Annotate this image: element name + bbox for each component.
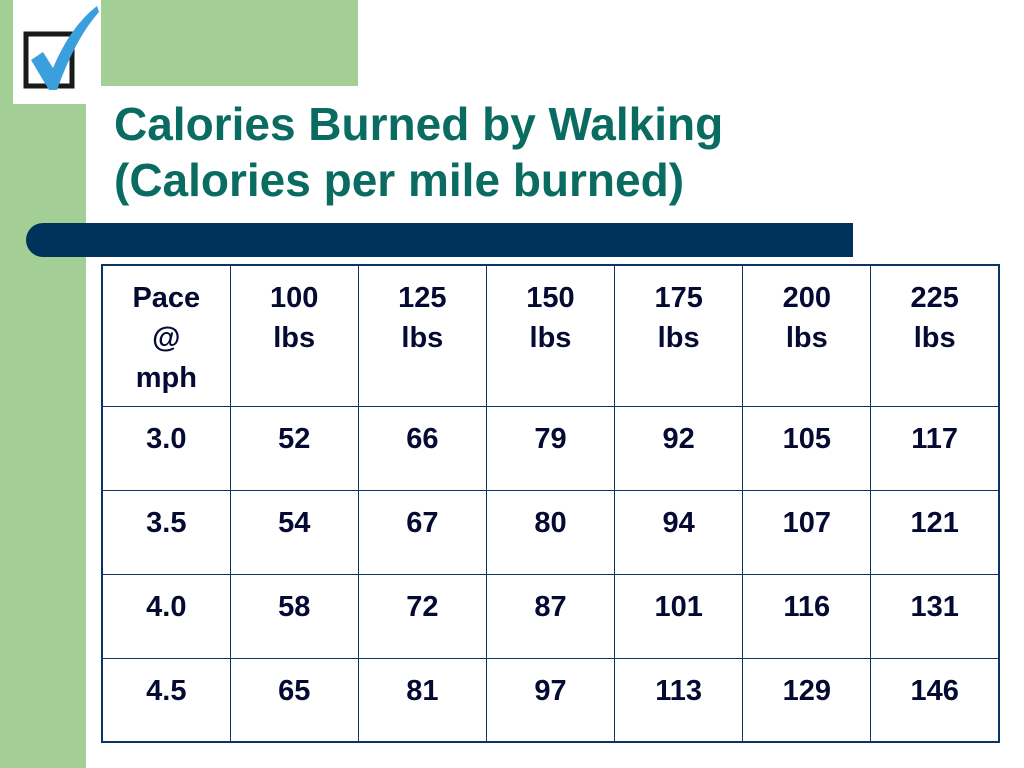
calorie-cell: 66 xyxy=(357,405,487,491)
header-pace-line2: @ xyxy=(152,322,181,354)
logo xyxy=(13,0,101,104)
calorie-cell: 113 xyxy=(614,657,744,743)
calories-table: Pace @ mph 100 lbs 125 lbs 150 lbs 175 l… xyxy=(101,264,1000,743)
header-weight: 150 xyxy=(526,282,575,314)
header-125-lbs: 125 lbs xyxy=(357,264,487,407)
header-pace-line3: mph xyxy=(135,362,197,394)
header-175-lbs: 175 lbs xyxy=(614,264,744,407)
pace-cell: 4.0 xyxy=(101,573,231,659)
table-row: 4.5 65 81 97 113 129 146 xyxy=(101,657,1000,743)
title-line-1: Calories Burned by Walking xyxy=(114,98,724,150)
calorie-cell: 65 xyxy=(229,657,359,743)
content-corner xyxy=(86,86,358,206)
header-weight: 100 xyxy=(270,282,319,314)
header-unit: lbs xyxy=(913,322,956,354)
calorie-cell: 79 xyxy=(485,405,616,491)
calorie-cell: 94 xyxy=(614,489,744,575)
calorie-cell: 116 xyxy=(742,573,872,659)
calorie-cell: 129 xyxy=(742,657,872,743)
calorie-cell: 97 xyxy=(485,657,616,743)
header-100-lbs: 100 lbs xyxy=(229,264,359,407)
header-unit: lbs xyxy=(529,322,572,354)
pace-cell: 3.5 xyxy=(101,489,231,575)
calorie-cell: 117 xyxy=(870,405,1000,491)
header-unit: lbs xyxy=(273,322,316,354)
green-accent-left xyxy=(0,0,86,768)
calorie-cell: 52 xyxy=(229,405,359,491)
calorie-cell: 67 xyxy=(357,489,487,575)
header-pace-line1: Pace xyxy=(132,282,201,314)
checkmark-checkbox-icon xyxy=(23,6,99,90)
header-weight: 200 xyxy=(782,282,831,314)
page-title: Calories Burned by Walking (Calories per… xyxy=(114,96,723,208)
calorie-cell: 101 xyxy=(614,573,744,659)
header-225-lbs: 225 lbs xyxy=(870,264,1000,407)
header-unit: lbs xyxy=(785,322,828,354)
header-200-lbs: 200 lbs xyxy=(742,264,872,407)
calorie-cell: 87 xyxy=(485,573,616,659)
header-unit: lbs xyxy=(401,322,444,354)
table-row: 3.5 54 67 80 94 107 121 xyxy=(101,489,1000,575)
table-row: 4.0 58 72 87 101 116 131 xyxy=(101,573,1000,659)
calorie-cell: 72 xyxy=(357,573,487,659)
calorie-cell: 81 xyxy=(357,657,487,743)
header-pace: Pace @ mph xyxy=(101,264,231,407)
table-row: 3.0 52 66 79 92 105 117 xyxy=(101,405,1000,491)
header-unit: lbs xyxy=(657,322,700,354)
calorie-cell: 121 xyxy=(870,489,1000,575)
header-weight: 125 xyxy=(398,282,447,314)
header-150-lbs: 150 lbs xyxy=(485,264,616,407)
calorie-cell: 54 xyxy=(229,489,359,575)
title-line-2: (Calories per mile burned) xyxy=(114,154,685,206)
calorie-cell: 146 xyxy=(870,657,1000,743)
calorie-cell: 58 xyxy=(229,573,359,659)
calorie-cell: 131 xyxy=(870,573,1000,659)
header-row: Pace @ mph 100 lbs 125 lbs 150 lbs 175 l… xyxy=(101,264,1000,407)
calorie-cell: 107 xyxy=(742,489,872,575)
pace-cell: 4.5 xyxy=(101,657,231,743)
header-weight: 225 xyxy=(910,282,959,314)
calorie-cell: 92 xyxy=(614,405,744,491)
calorie-cell: 80 xyxy=(485,489,616,575)
calorie-cell: 105 xyxy=(742,405,872,491)
title-rule-bar xyxy=(26,223,853,257)
header-weight: 175 xyxy=(654,282,703,314)
pace-cell: 3.0 xyxy=(101,405,231,491)
